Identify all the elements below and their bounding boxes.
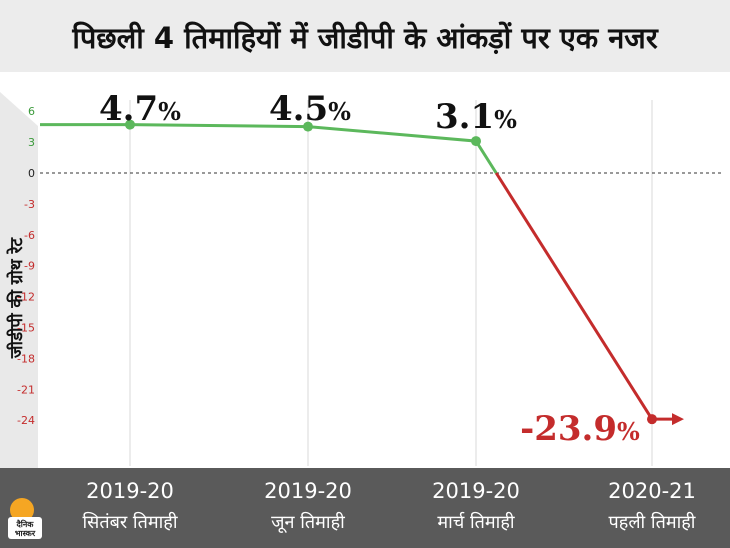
logo-plate [8, 517, 42, 539]
y-tick-label: 3 [28, 136, 35, 149]
x-tick-quarter: पहली तिमाही [609, 511, 696, 533]
data-points [125, 119, 657, 425]
data-label: 4.7% [99, 89, 181, 129]
series-lines [40, 123, 684, 426]
y-axis-label: जीडीपी की ग्रोथ रेट [6, 236, 27, 359]
x-axis-ticks: 2019-20 सितंबर तिमाही 2019-20 जून तिमाही 201… [82, 479, 695, 533]
logo-line-1: दैनिक [16, 519, 35, 529]
data-label-value: 4.7 [99, 89, 158, 129]
series-line-negative [494, 172, 654, 420]
dainik-bhaskar-logo: दैनिक भास्कर [8, 498, 42, 539]
y-tick-label: -24 [17, 414, 35, 427]
x-tick-year: 2019-20 [264, 479, 352, 503]
data-label: 3.1% [435, 97, 517, 137]
grid-lines [40, 100, 722, 466]
y-tick-label: -21 [17, 383, 35, 396]
data-label-value: 3.1 [435, 97, 494, 137]
y-axis-ticks: 6 3 0 -3 -6 -9 -12 -15 -18 -21 -24 [17, 105, 35, 427]
x-tick-year: 2019-20 [432, 479, 520, 503]
logo-line-2: भास्कर [15, 529, 36, 538]
data-label-unit: % [158, 97, 181, 126]
title-band [0, 0, 730, 72]
y-tick-label: 6 [28, 105, 35, 118]
y-tick-label: -18 [17, 352, 35, 365]
data-label: 4.5% [269, 89, 351, 129]
x-axis-band [0, 468, 730, 548]
data-label-value: -23.9 [520, 409, 617, 449]
data-label-unit: % [328, 97, 351, 126]
data-label-value: 4.5 [269, 89, 328, 129]
y-axis-band [0, 92, 38, 468]
x-tick-year: 2020-21 [608, 479, 696, 503]
data-point [303, 121, 313, 132]
data-point [125, 119, 135, 130]
y-tick-label: 0 [28, 167, 35, 180]
x-tick-quarter: सितंबर तिमाही [82, 511, 177, 533]
x-tick-year: 2019-20 [86, 479, 174, 503]
data-label-unit: % [617, 417, 640, 446]
data-point [647, 414, 657, 425]
data-labels: 4.7% 4.5% 3.1%-23.9% [99, 89, 640, 449]
x-tick-quarter: जून तिमाही [271, 511, 345, 533]
trend-arrow-icon [672, 413, 684, 426]
y-tick-label: -12 [17, 291, 35, 304]
series-line-positive [40, 123, 498, 174]
x-tick-quarter: मार्च तिमाही [437, 511, 514, 533]
data-point [471, 136, 481, 147]
chart-title: पिछली 4 तिमाहियों में जीडीपी के आंकड़ों … [71, 21, 659, 55]
y-tick-label: -15 [17, 322, 35, 335]
y-tick-label: -3 [24, 198, 35, 211]
data-label-unit: % [494, 105, 517, 134]
logo-sun-icon [10, 498, 34, 522]
y-tick-label: -6 [24, 229, 35, 242]
y-tick-label: -9 [24, 260, 35, 273]
data-label: -23.9% [520, 409, 640, 449]
